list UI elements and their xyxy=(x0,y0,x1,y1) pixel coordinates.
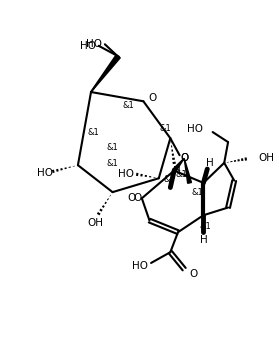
Text: H: H xyxy=(206,158,213,168)
Text: &1: &1 xyxy=(159,124,171,133)
Text: OH: OH xyxy=(259,153,275,163)
Text: HO: HO xyxy=(37,168,53,178)
Text: HO: HO xyxy=(131,261,148,271)
Text: O: O xyxy=(128,193,136,203)
Text: &1: &1 xyxy=(199,221,211,231)
Polygon shape xyxy=(173,158,184,172)
Text: O: O xyxy=(133,193,141,203)
Polygon shape xyxy=(184,158,191,183)
Text: &1: &1 xyxy=(176,170,188,179)
Text: &1: &1 xyxy=(107,143,119,152)
Polygon shape xyxy=(91,55,120,92)
Text: O: O xyxy=(180,153,188,163)
Text: HO: HO xyxy=(118,168,134,179)
Text: &1: &1 xyxy=(87,128,99,136)
Text: HO: HO xyxy=(187,124,203,134)
Text: O: O xyxy=(148,93,156,103)
Text: H: H xyxy=(173,165,180,176)
Text: &1: &1 xyxy=(107,159,119,168)
Text: HO: HO xyxy=(86,38,102,49)
Text: H: H xyxy=(199,235,207,245)
Text: OH: OH xyxy=(88,218,104,228)
Text: &1: &1 xyxy=(191,188,203,196)
Text: &1: &1 xyxy=(122,101,134,111)
Text: &1: &1 xyxy=(164,175,175,184)
Text: O: O xyxy=(189,269,198,279)
Text: HO: HO xyxy=(80,41,96,51)
Text: O: O xyxy=(180,153,188,163)
